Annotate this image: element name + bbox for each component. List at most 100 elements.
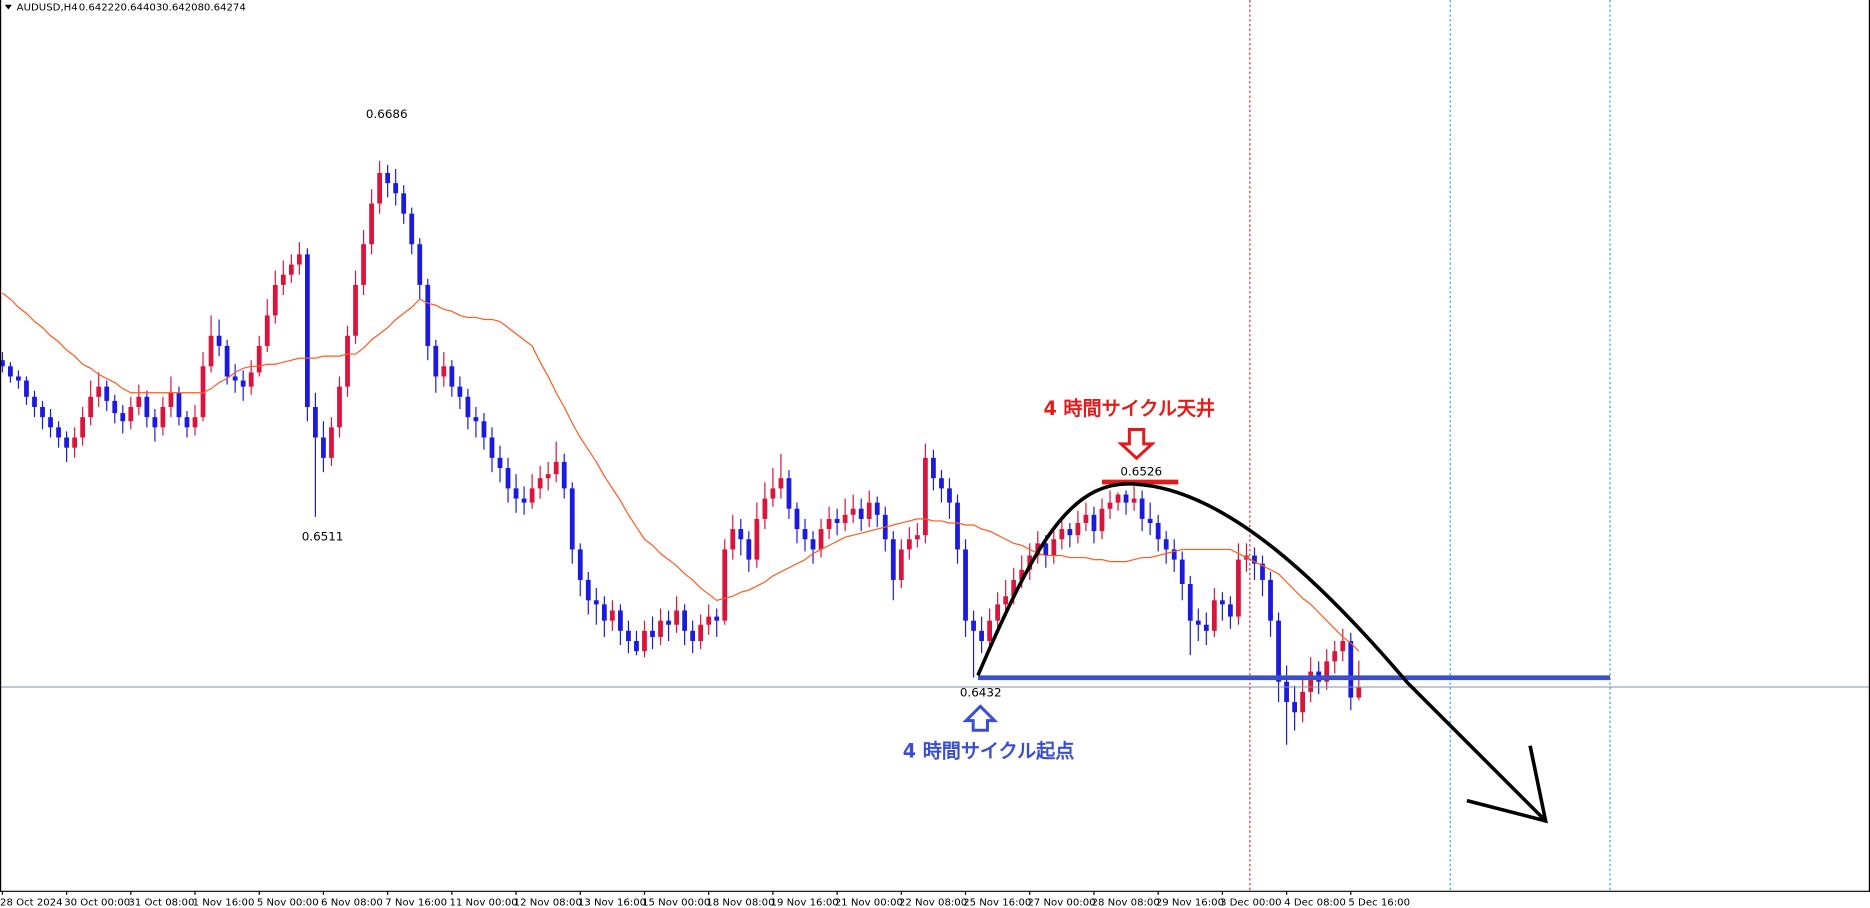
high: 0.64403 bbox=[120, 3, 162, 14]
candle-body bbox=[24, 380, 29, 397]
candle-body bbox=[280, 274, 286, 285]
candle-body bbox=[393, 183, 399, 194]
candle-body bbox=[561, 461, 567, 489]
candle-body bbox=[1324, 661, 1330, 682]
candle-body bbox=[850, 508, 856, 515]
candle-body bbox=[248, 372, 254, 387]
candle-body bbox=[1219, 600, 1225, 605]
candle-body bbox=[1276, 620, 1281, 682]
low: 0.64208 bbox=[162, 3, 204, 14]
candle-body bbox=[296, 254, 302, 265]
candle-body bbox=[369, 203, 374, 245]
candle-body bbox=[1011, 579, 1017, 597]
x-tick-label: 25 Nov 16:00 bbox=[963, 898, 1031, 908]
candle-body bbox=[1356, 686, 1362, 698]
candle-body bbox=[112, 400, 118, 414]
candle-body bbox=[1292, 702, 1297, 713]
price-label: 0.6511 bbox=[302, 530, 344, 544]
cycle-arc bbox=[976, 482, 1547, 823]
close: 0.64274 bbox=[204, 3, 246, 14]
candle-body bbox=[1171, 549, 1177, 560]
candle-body bbox=[208, 335, 214, 367]
candle-body bbox=[987, 620, 992, 642]
candle-body bbox=[288, 264, 294, 275]
x-tick-label: 12 Nov 08:00 bbox=[514, 898, 582, 908]
arrow-head bbox=[1466, 745, 1548, 824]
x-tick-label: 19 Nov 16:00 bbox=[771, 898, 839, 908]
candle-body bbox=[585, 579, 591, 601]
candle-body bbox=[818, 529, 824, 550]
candle-body bbox=[666, 620, 671, 625]
candle-body bbox=[1195, 620, 1201, 625]
candle-body bbox=[80, 417, 86, 438]
candle-body bbox=[160, 406, 166, 428]
candle-body bbox=[0, 360, 5, 367]
candle-body bbox=[497, 457, 503, 469]
candle-body bbox=[232, 376, 238, 381]
candle-body bbox=[345, 335, 350, 387]
moving-average bbox=[2, 292, 1360, 652]
candle-body bbox=[136, 396, 142, 407]
up-arrow bbox=[962, 704, 999, 732]
candle-body bbox=[674, 610, 679, 625]
candle-body bbox=[1139, 498, 1145, 519]
candle-body bbox=[72, 437, 78, 448]
candle-body bbox=[1348, 641, 1354, 698]
candle-body bbox=[746, 539, 752, 560]
candle-body bbox=[1043, 543, 1049, 556]
candle-body bbox=[521, 498, 527, 503]
x-tick-label: 5 Nov 00:00 bbox=[257, 898, 319, 908]
candle-body bbox=[826, 518, 832, 530]
candle-body bbox=[240, 380, 246, 387]
candle-body bbox=[377, 172, 383, 204]
candle-body bbox=[842, 514, 848, 523]
candle-body bbox=[96, 386, 102, 397]
candle-body bbox=[104, 386, 110, 401]
candle-body bbox=[609, 610, 615, 621]
candle-body bbox=[963, 549, 968, 621]
candle-body bbox=[738, 529, 744, 540]
candle-body bbox=[16, 376, 21, 381]
candle-body bbox=[898, 549, 904, 580]
candle-body bbox=[1123, 494, 1129, 503]
symbol: AUDUSD,H4 bbox=[17, 3, 78, 14]
candle-body bbox=[1155, 522, 1161, 540]
candle-body bbox=[890, 539, 896, 580]
candle-body bbox=[1059, 529, 1065, 540]
candle-body bbox=[1179, 559, 1185, 585]
candle-body bbox=[417, 244, 423, 285]
candle-body bbox=[8, 366, 13, 377]
x-tick-label: 28 Nov 08:00 bbox=[1092, 898, 1160, 908]
candle-body bbox=[626, 630, 631, 642]
candle-body bbox=[329, 427, 334, 458]
candle-body bbox=[1260, 563, 1265, 580]
candle-body bbox=[923, 457, 928, 536]
candle-body bbox=[409, 213, 415, 245]
candle-body bbox=[489, 437, 495, 458]
candle-body bbox=[1211, 600, 1217, 631]
candle-body bbox=[698, 624, 704, 642]
candle-body bbox=[537, 478, 543, 489]
x-tick-label: 28 Oct 2024 bbox=[0, 898, 63, 908]
candle-body bbox=[810, 539, 816, 550]
candle-body bbox=[433, 345, 439, 377]
candle-body bbox=[465, 396, 471, 418]
candle-body bbox=[971, 620, 976, 631]
candle-body bbox=[1163, 539, 1169, 550]
candle-body bbox=[473, 417, 479, 422]
candle-body bbox=[995, 604, 1001, 621]
candle-body bbox=[1075, 522, 1081, 536]
candle-body bbox=[1091, 514, 1097, 532]
x-tick-label: 5 Dec 16:00 bbox=[1348, 898, 1410, 908]
candle-body bbox=[216, 335, 222, 346]
candle-body bbox=[682, 610, 687, 631]
candle-body bbox=[650, 630, 655, 637]
candle-body bbox=[144, 396, 150, 418]
candle-body bbox=[1300, 691, 1306, 713]
price-label: 0.6432 bbox=[960, 686, 1002, 700]
candle-body bbox=[353, 284, 358, 336]
candle-body bbox=[128, 406, 134, 422]
